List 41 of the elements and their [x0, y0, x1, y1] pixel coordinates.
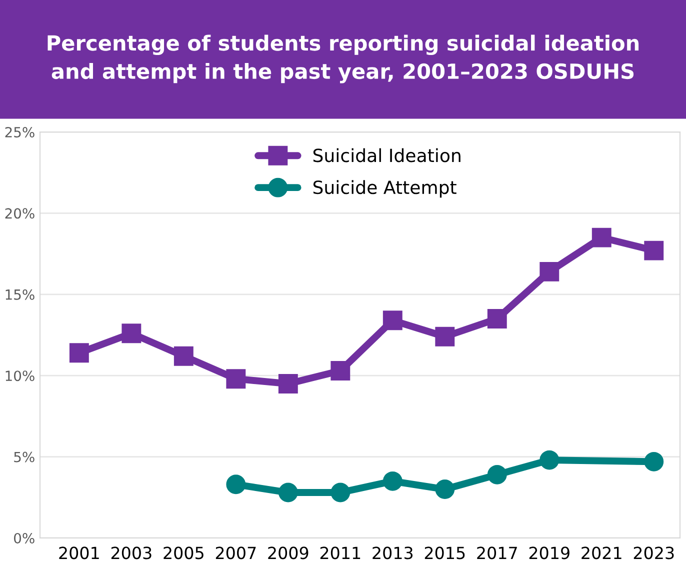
- point: [226, 369, 246, 389]
- point: [540, 450, 560, 470]
- y-tick-label: 0%: [14, 532, 34, 544]
- chart-title: Percentage of students reporting suicidal ideation and attempt in the past year, 2001–2023 OSDUHS: [48, 34, 639, 84]
- point: [487, 309, 507, 328]
- point: [330, 482, 350, 502]
- point: [540, 262, 560, 282]
- y-tick-label: 25%: [5, 126, 34, 138]
- y-tick-label: 15%: [6, 289, 34, 300]
- point: [278, 374, 298, 394]
- x-tick-label: 2021: [582, 546, 622, 560]
- x-tick-label: 2013: [372, 546, 413, 560]
- point: [644, 240, 664, 260]
- x-tick-label: 2011: [320, 546, 360, 560]
- y-tick-label: 10%: [6, 370, 34, 382]
- x-tick-label: 2001: [59, 546, 99, 560]
- x-tick-label: 2015: [424, 546, 465, 560]
- x-tick-label: 2023: [634, 546, 674, 560]
- x-tick-label: 2007: [216, 546, 256, 560]
- point: [174, 346, 194, 366]
- point: [382, 471, 402, 491]
- point: [69, 343, 89, 363]
- x-tick-label: 2005: [164, 546, 204, 560]
- point: [330, 361, 350, 380]
- point: [592, 228, 612, 248]
- point: [278, 482, 298, 502]
- point: [487, 464, 507, 484]
- point: [122, 324, 142, 344]
- legend-label: Suicide Attempt: [313, 180, 456, 198]
- y-tick-label: 5%: [14, 452, 34, 462]
- legend-label: Suicidal Ideation: [313, 148, 460, 162]
- x-tick-label: 2009: [268, 546, 308, 560]
- x-tick-label: 2017: [477, 546, 517, 560]
- point: [226, 474, 246, 494]
- x-tick-label: 2019: [529, 546, 570, 560]
- point: [435, 480, 455, 500]
- point: [644, 452, 664, 472]
- point: [382, 310, 402, 330]
- point: [435, 326, 455, 346]
- x-tick-label: 2003: [111, 546, 152, 560]
- y-tick-label: 20%: [5, 208, 34, 219]
